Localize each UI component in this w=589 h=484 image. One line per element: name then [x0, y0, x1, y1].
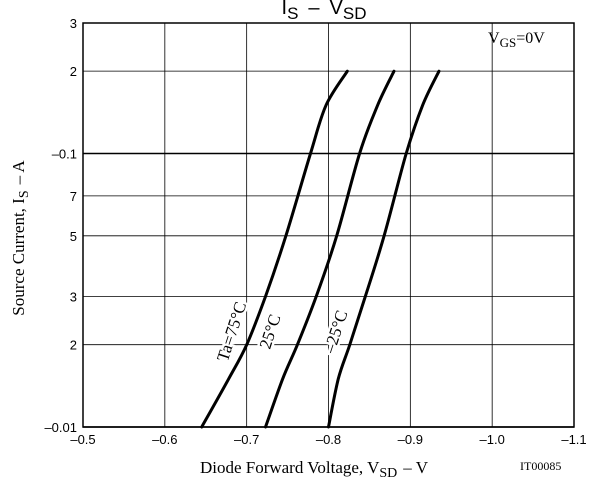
- x-tick-label: –1.1: [561, 432, 586, 447]
- y-axis-label-unit: – A: [9, 160, 28, 186]
- condition-sub: GS: [500, 35, 517, 50]
- x-tick-label: –0.9: [398, 432, 423, 447]
- x-axis-label: Diode Forward Voltage, VSD – V: [200, 458, 429, 481]
- condition-label: VGS=0V: [488, 30, 545, 50]
- x-tick-label: –0.8: [316, 432, 341, 447]
- x-tick-label: –0.5: [70, 432, 95, 447]
- condition-value: =0V: [516, 30, 545, 47]
- y-tick-label: –0.01: [44, 420, 77, 435]
- x-axis-label-main: Diode Forward Voltage, V: [200, 458, 380, 477]
- y-axis-label-sub: S: [17, 190, 32, 198]
- curves: [200, 69, 441, 429]
- chart-title: IS – VSD: [282, 0, 367, 23]
- x-tick-label: –0.7: [234, 432, 259, 447]
- y-tick-label: 7: [70, 189, 77, 204]
- curve-label-1: 25°C: [256, 312, 285, 351]
- x-tick-label: –0.6: [152, 432, 177, 447]
- title-current-sub: S: [287, 4, 298, 23]
- x-axis-label-unit: – V: [402, 458, 428, 477]
- condition-main: V: [488, 30, 500, 47]
- y-axis-label-main: Source Current, I: [9, 198, 28, 316]
- y-tick-label: –0.1: [52, 146, 77, 161]
- title-current: I: [282, 0, 288, 19]
- title-separator: –: [308, 0, 320, 19]
- title-voltage-sub: SD: [343, 4, 367, 23]
- curve-labels: Ta=75°C 25°C –25°C: [211, 297, 354, 366]
- y-tick-label: 5: [70, 229, 77, 244]
- grid: [82, 22, 575, 428]
- plot-frame: [82, 22, 575, 428]
- figure-code: IT00085: [520, 459, 561, 473]
- y-tick-label: 3: [70, 290, 77, 305]
- y-tick-label: 2: [70, 64, 77, 79]
- y-axis-label: Source Current, IS – A: [9, 160, 32, 316]
- title-voltage: V: [330, 0, 344, 19]
- x-tick-label: –1.0: [480, 432, 505, 447]
- curve-label-0: Ta=75°C: [213, 299, 250, 363]
- series-curve-2: [327, 69, 441, 429]
- series-curve-1: [264, 69, 396, 429]
- y-tick-label: 2: [70, 338, 77, 353]
- tick-labels: –0.5 –0.6 –0.7 –0.8 –0.9 –1.0 –1.1 –0.01 2 3 5 7 –0.…: [44, 16, 586, 447]
- y-tick-label: 3: [70, 16, 77, 31]
- x-axis-label-sub: SD: [379, 466, 397, 481]
- curve-label-2: –25°C: [320, 308, 352, 356]
- series-curve-0: [200, 69, 349, 429]
